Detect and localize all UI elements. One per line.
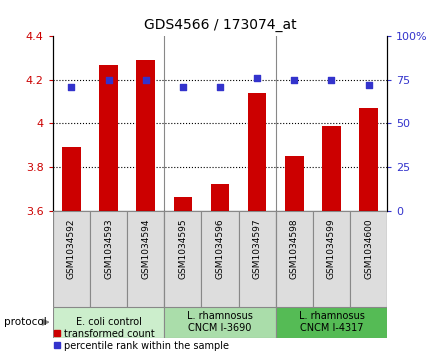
Bar — [173, 197, 192, 211]
FancyBboxPatch shape — [313, 211, 350, 307]
Text: GSM1034600: GSM1034600 — [364, 218, 373, 279]
FancyBboxPatch shape — [350, 211, 387, 307]
Text: GSM1034595: GSM1034595 — [178, 218, 187, 279]
FancyBboxPatch shape — [276, 211, 313, 307]
Text: GSM1034599: GSM1034599 — [327, 218, 336, 279]
Point — [328, 77, 335, 83]
Text: L. rhamnosus
CNCM I-4317: L. rhamnosus CNCM I-4317 — [298, 311, 364, 333]
Title: GDS4566 / 173074_at: GDS4566 / 173074_at — [144, 19, 296, 33]
Point — [365, 82, 372, 88]
FancyBboxPatch shape — [90, 211, 127, 307]
FancyBboxPatch shape — [164, 307, 276, 338]
Bar — [99, 65, 118, 211]
Text: GSM1034597: GSM1034597 — [253, 218, 262, 279]
FancyBboxPatch shape — [276, 307, 387, 338]
Bar — [248, 93, 267, 211]
Text: E. coli control: E. coli control — [76, 317, 142, 327]
Text: GSM1034594: GSM1034594 — [141, 218, 150, 279]
Point — [105, 77, 112, 83]
Bar — [211, 184, 229, 211]
FancyBboxPatch shape — [53, 307, 164, 338]
Text: protocol: protocol — [4, 317, 47, 327]
Bar — [62, 147, 81, 211]
Legend: transformed count, percentile rank within the sample: transformed count, percentile rank withi… — [49, 325, 233, 355]
Point — [142, 77, 149, 83]
Bar — [359, 108, 378, 211]
Point — [68, 84, 75, 90]
FancyBboxPatch shape — [238, 211, 276, 307]
Point — [180, 84, 187, 90]
Point — [216, 84, 224, 90]
FancyBboxPatch shape — [53, 211, 90, 307]
Bar — [285, 156, 304, 211]
FancyBboxPatch shape — [164, 211, 202, 307]
FancyBboxPatch shape — [202, 211, 238, 307]
Point — [253, 75, 260, 81]
Text: GSM1034598: GSM1034598 — [290, 218, 299, 279]
Bar — [322, 126, 341, 211]
Text: GSM1034593: GSM1034593 — [104, 218, 113, 279]
Text: GSM1034596: GSM1034596 — [216, 218, 224, 279]
Text: L. rhamnosus
CNCM I-3690: L. rhamnosus CNCM I-3690 — [187, 311, 253, 333]
FancyBboxPatch shape — [127, 211, 164, 307]
Text: GSM1034592: GSM1034592 — [67, 218, 76, 279]
Bar — [136, 60, 155, 211]
Point — [291, 77, 298, 83]
